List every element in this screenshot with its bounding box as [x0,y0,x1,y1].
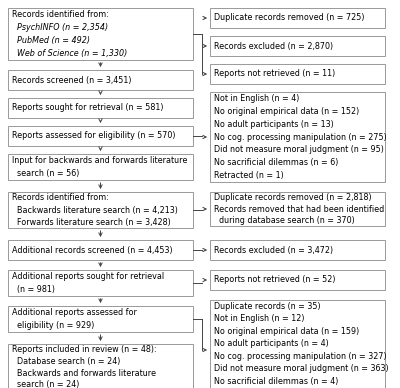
Text: Duplicate records (n = 35): Duplicate records (n = 35) [214,302,321,311]
Text: (n = 981): (n = 981) [12,285,55,294]
Bar [8,306,193,332]
Bar [210,36,385,56]
Text: eligibility (n = 929): eligibility (n = 929) [12,321,94,330]
Text: Duplicate records removed (n = 725): Duplicate records removed (n = 725) [214,14,364,23]
Text: Records identified from:: Records identified from: [12,194,109,203]
Text: Records identified from:: Records identified from: [12,10,109,19]
Text: Not in English (n = 4): Not in English (n = 4) [214,94,299,103]
Text: Records excluded (n = 3,472): Records excluded (n = 3,472) [214,246,333,255]
Bar [8,240,193,260]
Text: Records excluded (n = 2,870): Records excluded (n = 2,870) [214,42,333,50]
Bar [210,8,385,28]
Text: Did not measure moral judgment (n = 95): Did not measure moral judgment (n = 95) [214,146,384,154]
Bar [210,300,385,388]
Bar [210,92,385,182]
Text: Reports sought for retrieval (n = 581): Reports sought for retrieval (n = 581) [12,104,164,113]
Bar [8,154,193,180]
Text: PsychINFO (n = 2,354): PsychINFO (n = 2,354) [12,23,108,32]
Text: No original empirical data (n = 159): No original empirical data (n = 159) [214,327,359,336]
Text: Database search (n = 24): Database search (n = 24) [12,357,120,366]
Text: Reports not retrieved (n = 11): Reports not retrieved (n = 11) [214,69,335,78]
Bar [8,8,193,60]
Bar [8,270,193,296]
Bar [210,64,385,84]
Text: No sacrificial dilemmas (n = 6): No sacrificial dilemmas (n = 6) [214,158,338,167]
Bar [8,126,193,146]
Text: PubMed (n = 492): PubMed (n = 492) [12,36,90,45]
Text: during database search (n = 370): during database search (n = 370) [214,216,355,225]
Bar [210,240,385,260]
Text: Backwards and forwards literature: Backwards and forwards literature [12,369,156,378]
Bar [210,192,385,226]
Text: Input for backwards and forwards literature: Input for backwards and forwards literat… [12,156,187,165]
Text: No adult participants (n = 4): No adult participants (n = 4) [214,339,329,348]
Text: Web of Science (n = 1,330): Web of Science (n = 1,330) [12,49,127,58]
Text: search (n = 24): search (n = 24) [12,380,79,388]
Bar [8,192,193,228]
Text: Retracted (n = 1): Retracted (n = 1) [214,171,284,180]
Text: Backwards literature search (n = 4,213): Backwards literature search (n = 4,213) [12,206,178,215]
Text: Duplicate records removed (n = 2,818): Duplicate records removed (n = 2,818) [214,193,372,202]
Text: Records removed that had been identified: Records removed that had been identified [214,204,384,213]
Text: Reports not retrieved (n = 52): Reports not retrieved (n = 52) [214,275,336,284]
Text: Forwards literature search (n = 3,428): Forwards literature search (n = 3,428) [12,218,171,227]
Text: No cog. processing manipulation (n = 327): No cog. processing manipulation (n = 327… [214,352,387,361]
Text: No cog. processing manipulation (n = 275): No cog. processing manipulation (n = 275… [214,132,387,142]
Bar [8,98,193,118]
Text: Additional reports assessed for: Additional reports assessed for [12,308,137,317]
Text: search (n = 56): search (n = 56) [12,169,79,178]
Text: No adult participants (n = 13): No adult participants (n = 13) [214,120,334,129]
Text: Additional records screened (n = 4,453): Additional records screened (n = 4,453) [12,246,173,255]
Text: Not in English (n = 12): Not in English (n = 12) [214,314,304,323]
Bar [210,270,385,290]
Text: Additional reports sought for retrieval: Additional reports sought for retrieval [12,272,164,281]
Bar [8,344,193,388]
Text: Did not measure moral judgment (n = 363): Did not measure moral judgment (n = 363) [214,364,389,373]
Text: No sacrificial dilemmas (n = 4): No sacrificial dilemmas (n = 4) [214,377,338,386]
Text: Reports assessed for eligibility (n = 570): Reports assessed for eligibility (n = 57… [12,132,176,140]
Text: Records screened (n = 3,451): Records screened (n = 3,451) [12,76,132,85]
Text: No original empirical data (n = 152): No original empirical data (n = 152) [214,107,359,116]
Bar [8,70,193,90]
Text: Reports included in review (n = 48):: Reports included in review (n = 48): [12,345,157,354]
